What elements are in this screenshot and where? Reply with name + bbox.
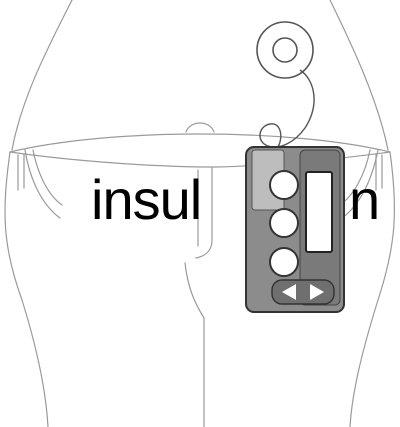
crotch-seam	[184, 262, 205, 427]
left-torso-line	[11, 0, 73, 151]
pump-button-top	[269, 170, 299, 200]
logo-word-left: insul	[91, 168, 202, 231]
left-leg-outer	[4, 151, 49, 427]
left-pocket	[24, 149, 61, 219]
belt-loop-right	[375, 154, 383, 191]
pump-screen	[305, 171, 333, 253]
body-outline	[4, 0, 396, 427]
navel	[185, 122, 215, 133]
fly-stitch	[195, 167, 213, 259]
insulin-pump-icon	[245, 146, 345, 313]
left-pocket-stitch	[32, 149, 63, 206]
pump-nav-pad	[271, 279, 335, 305]
pump-button-bottom	[269, 247, 299, 277]
logo-word-right: n	[349, 168, 380, 231]
right-torso-line	[329, 0, 389, 151]
pump-right-arrow-icon	[310, 284, 324, 300]
waistband-top	[9, 133, 391, 153]
infusion-site-inner	[272, 37, 298, 63]
pump-left-arrow-icon	[282, 284, 296, 300]
infusion-set	[256, 21, 315, 151]
pump-button-middle	[269, 208, 299, 238]
belt-loop-left	[17, 154, 25, 191]
right-leg-outer	[349, 151, 396, 427]
